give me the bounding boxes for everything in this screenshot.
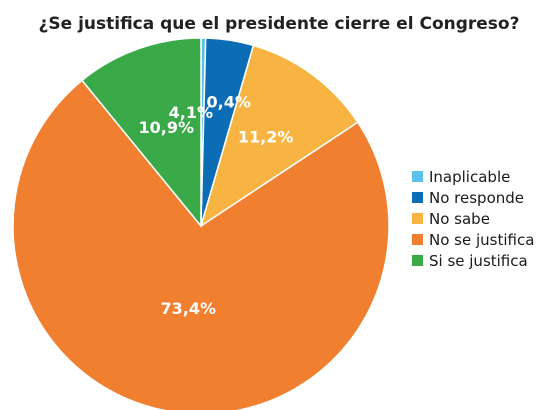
legend-item-no-sabe: No sabe: [412, 208, 534, 229]
pie-data-label: 10,9%: [139, 118, 195, 137]
legend-item-si-se-justifica: Si se justifica: [412, 250, 534, 271]
legend-swatch: [412, 255, 423, 266]
legend-item-no-se-justifica: No se justifica: [412, 229, 534, 250]
pie-data-label: 11,2%: [238, 128, 294, 147]
pie-data-label: 73,4%: [161, 299, 217, 318]
legend-swatch: [412, 213, 423, 224]
legend-item-no-responde: No responde: [412, 187, 534, 208]
legend-swatch: [412, 171, 423, 182]
pie-slice-si-se-justifica: [81, 37, 202, 229]
pie-data-label: 4,1%: [169, 103, 213, 122]
legend-label: Inaplicable: [429, 167, 511, 186]
legend-swatch: [412, 234, 423, 245]
pie-slice-no-se-justifica: [12, 79, 390, 410]
legend-label: No sabe: [429, 209, 490, 228]
legend-label: Si se justifica: [429, 251, 528, 270]
legend-label: No responde: [429, 188, 525, 207]
legend-swatch: [412, 192, 423, 203]
pie-data-label: 0,4%: [207, 93, 251, 112]
legend-label: No se justifica: [429, 230, 535, 249]
legend-item-inaplicable: Inaplicable: [412, 166, 534, 187]
legend: Inaplicable No responde No sabe No se ju…: [412, 166, 534, 271]
chart-title: ¿Se justifica que el presidente cierre e…: [38, 14, 520, 34]
pie-slice-no-sabe: [199, 44, 359, 228]
